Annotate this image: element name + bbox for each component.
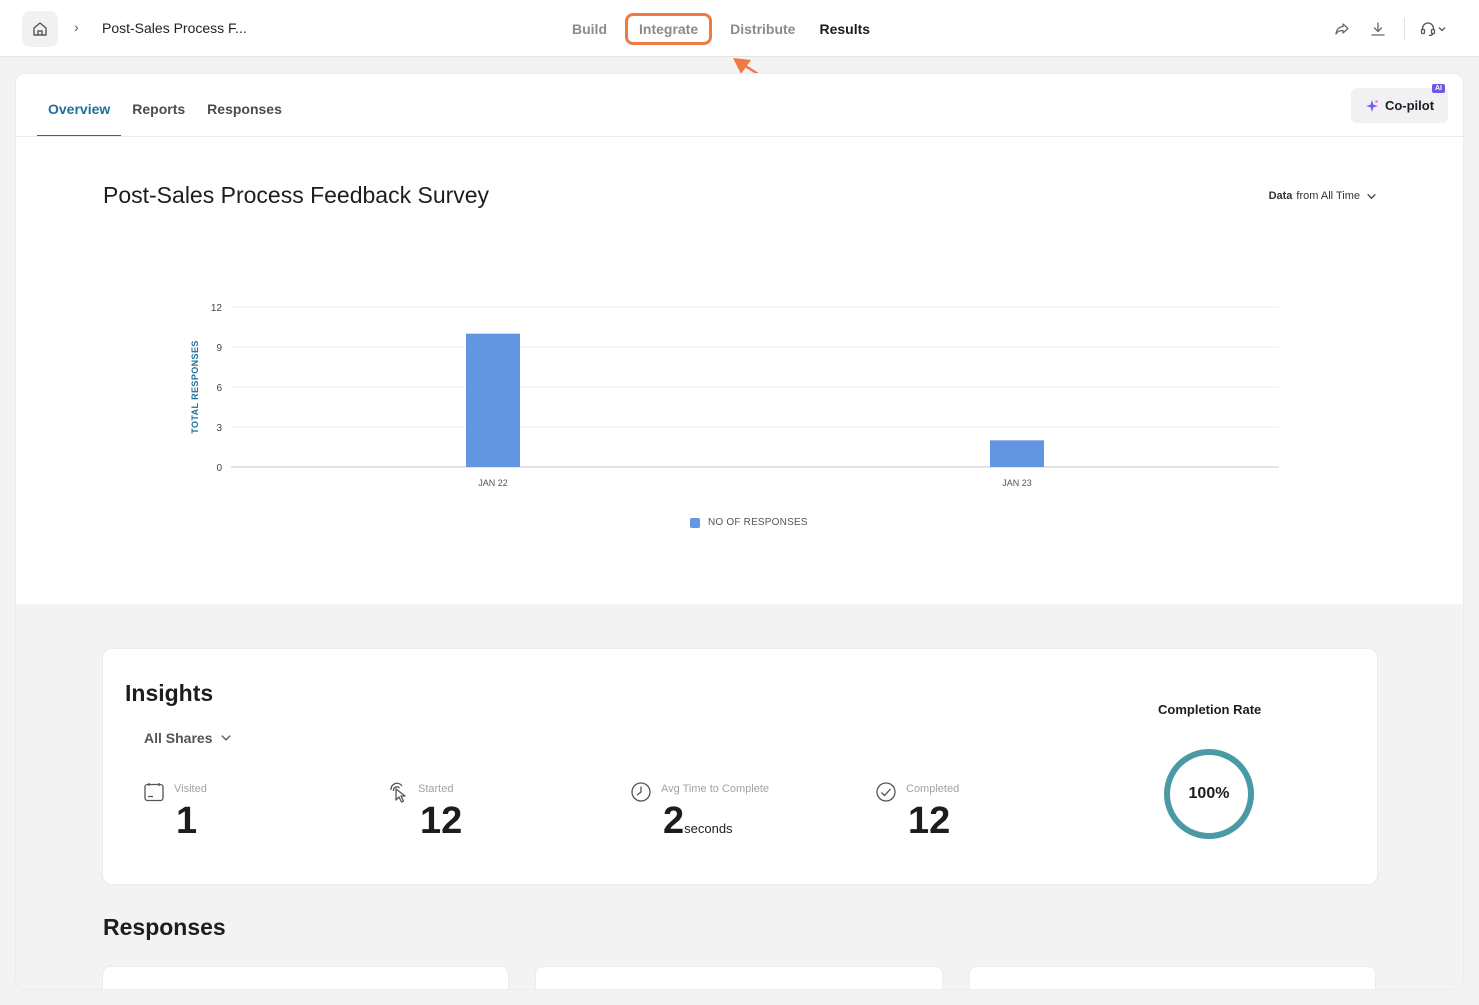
calendar-icon [144, 783, 164, 802]
y-tick-label: 0 [216, 463, 222, 474]
page-title: Post-Sales Process Feedback Survey [103, 182, 490, 208]
responses-title: Responses [103, 914, 226, 940]
stat-value: 12 [908, 800, 951, 842]
breadcrumb-survey-title[interactable]: Post-Sales Process F... [102, 20, 247, 36]
chart-legend: NO OF RESPONSES [690, 517, 808, 528]
divider [16, 136, 1463, 137]
x-tick-label: JAN 22 [478, 478, 508, 488]
completion-rate-ring [1164, 749, 1254, 839]
completion-rate-title: Completion Rate [1158, 702, 1262, 717]
stat-label: Completed [906, 783, 960, 795]
stat-value: 1 [176, 800, 198, 842]
stat-unit: seconds [684, 821, 733, 836]
chevron-down-icon [1367, 193, 1376, 199]
shares-filter-dropdown[interactable]: All Shares [144, 730, 232, 746]
date-range-prefix: Data [1268, 190, 1293, 202]
home-button[interactable] [22, 11, 58, 47]
stat-value: 12 [420, 800, 463, 842]
x-tick-label: JAN 23 [1002, 478, 1032, 488]
support-menu-button[interactable] [1413, 11, 1453, 47]
bar [466, 333, 520, 467]
legend-swatch [690, 517, 700, 528]
completion-rate-arc [1164, 749, 1254, 839]
y-tick-label: 6 [216, 383, 222, 394]
nav-build[interactable]: Build [572, 20, 607, 37]
stat-label: Avg Time to Complete [661, 783, 770, 795]
y-tick-label: 12 [211, 303, 223, 314]
breadcrumb-separator: › [74, 19, 79, 35]
share-icon [1335, 22, 1349, 35]
share-button[interactable] [1324, 11, 1360, 47]
main-nav: Build Integrate Distribute Results [560, 0, 882, 57]
date-range-dropdown[interactable]: Data from All Time [1269, 190, 1377, 202]
home-icon [33, 22, 47, 36]
response-card [535, 966, 943, 989]
date-range-value: from All Time [1296, 190, 1360, 202]
stat-label: Visited [174, 783, 207, 795]
insights-card: Insights All Shares Visited 1 Started 12… [102, 648, 1378, 885]
download-icon [1371, 21, 1385, 36]
y-tick-label: 3 [216, 423, 222, 434]
stat-value: 2seconds [663, 800, 733, 842]
results-subtabs: Overview Reports Responses [37, 74, 293, 137]
divider [1404, 17, 1405, 40]
y-tick-label: 9 [216, 343, 222, 354]
shares-filter-label: All Shares [144, 730, 213, 746]
y-axis-label: TOTAL RESPONSES [190, 340, 200, 434]
sparkle-icon [1365, 99, 1378, 112]
download-button[interactable] [1360, 11, 1396, 47]
pointer-click-icon [390, 782, 406, 803]
nav-results[interactable]: Results [819, 20, 871, 37]
check-circle-icon [876, 782, 896, 802]
copilot-button[interactable]: Co-pilot AI [1351, 84, 1448, 123]
chevron-down-icon [1438, 26, 1446, 31]
insights-title: Insights [125, 680, 214, 706]
response-card [969, 966, 1376, 989]
responses-bar-chart: 0 3 6 9 12 TOTAL RESPONSES JAN 22 JAN 23 [190, 303, 1279, 488]
top-bar: › Post-Sales Process F... Build Integrat… [0, 0, 1479, 57]
nav-integrate[interactable]: Integrate [625, 12, 713, 45]
headset-icon [1420, 21, 1436, 36]
ai-badge: AI [1432, 84, 1445, 93]
chevron-down-icon [221, 735, 232, 741]
results-panel: Overview Reports Responses Co-pilot AI P… [15, 73, 1464, 990]
clock-icon [631, 782, 651, 802]
tab-overview[interactable]: Overview [37, 101, 122, 137]
stat-label: Started [418, 783, 454, 795]
copilot-label: Co-pilot [1384, 98, 1435, 113]
tab-reports[interactable]: Reports [132, 101, 186, 117]
top-right-actions [1324, 0, 1453, 57]
nav-distribute[interactable]: Distribute [730, 20, 796, 37]
completion-rate-value: 100% [1188, 785, 1230, 802]
response-card [102, 966, 509, 989]
legend-label: NO OF RESPONSES [708, 517, 808, 528]
bar [990, 440, 1044, 467]
tab-responses[interactable]: Responses [207, 101, 282, 117]
